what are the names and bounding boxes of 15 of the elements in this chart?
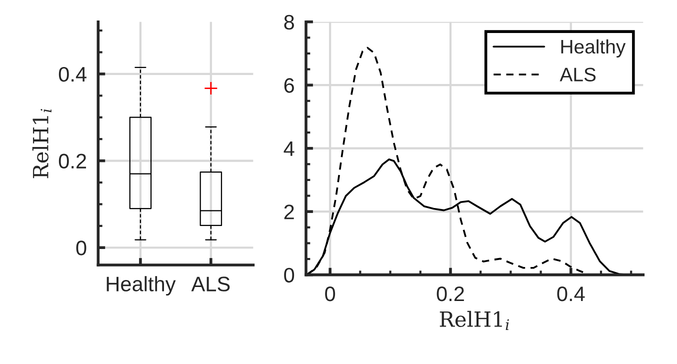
- x-tick-label: 0.2: [436, 286, 464, 302]
- y-tick-label: 4: [284, 142, 294, 156]
- y-tick-label: 2: [284, 204, 294, 220]
- legend-label: ALS: [560, 68, 596, 82]
- y-tick-label: 8: [284, 14, 294, 30]
- x-tick-label: 0.4: [557, 286, 585, 302]
- x-axis-title: RelH1$_{i}$: [440, 310, 509, 330]
- x-tick-label: Healthy: [106, 276, 176, 296]
- y-tick-label: 6: [284, 78, 294, 93]
- y-tick-label: 0: [76, 240, 86, 256]
- y-tick-label: 0.2: [58, 154, 86, 169]
- y-axis-title: RelH1$_{i}$: [32, 109, 52, 178]
- y-tick-label: 0.4: [58, 66, 86, 82]
- legend-label: Healthy: [561, 39, 626, 58]
- x-tick-label: 0: [325, 286, 336, 302]
